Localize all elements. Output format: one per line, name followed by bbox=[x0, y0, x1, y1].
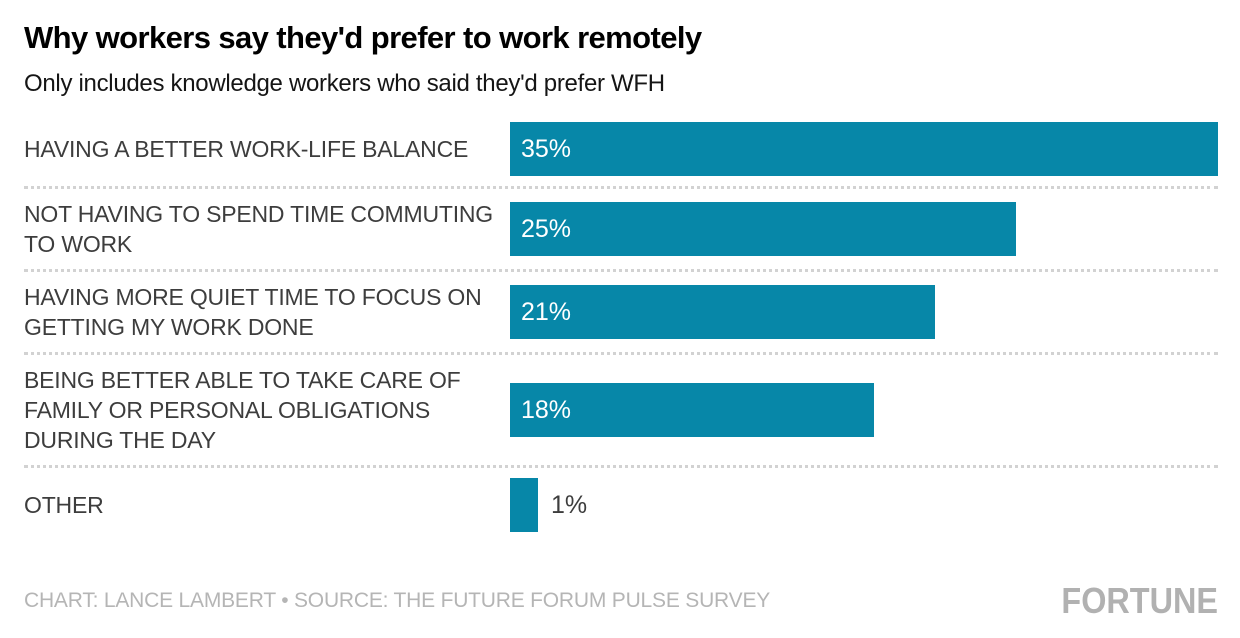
chart-row: NOT HAVING TO SPEND TIME COMMUTING TO WO… bbox=[24, 189, 1218, 273]
chart-row: OTHER 1% bbox=[24, 468, 1218, 542]
bar-track: 25% bbox=[510, 202, 1218, 257]
bar-track: 18% bbox=[510, 383, 1218, 438]
chart-row: HAVING MORE QUIET TIME TO FOCUS ON GETTI… bbox=[24, 272, 1218, 356]
value-label: 21% bbox=[521, 297, 572, 326]
chart-row: BEING BETTER ABLE TO TAKE CARE OF FAMILY… bbox=[24, 355, 1218, 469]
category-label: NOT HAVING TO SPEND TIME COMMUTING TO WO… bbox=[24, 201, 494, 258]
value-label: 1% bbox=[551, 490, 588, 519]
chart-subtitle: Only includes knowledge workers who said… bbox=[24, 69, 665, 97]
chart-footer: CHART: LANCE LAMBERT • SOURCE: THE FUTUR… bbox=[24, 580, 1218, 622]
fortune-logo: FORTUNE bbox=[1061, 580, 1218, 621]
bar: 18% bbox=[510, 383, 875, 438]
value-label: 35% bbox=[521, 134, 572, 163]
bar-track: 35% bbox=[510, 122, 1218, 177]
bar: 35% bbox=[510, 122, 1218, 177]
category-label: OTHER bbox=[24, 492, 104, 519]
bar bbox=[510, 478, 538, 533]
bar-track: 1% bbox=[510, 478, 1218, 533]
credit-line: CHART: LANCE LAMBERT • SOURCE: THE FUTUR… bbox=[24, 589, 771, 612]
bar-chart: HAVING A BETTER WORK-LIFE BALANCE 35% NO… bbox=[24, 112, 1218, 542]
category-label: HAVING A BETTER WORK-LIFE BALANCE bbox=[24, 136, 469, 163]
chart-title: Why workers say they'd prefer to work re… bbox=[24, 20, 702, 55]
bar: 25% bbox=[510, 202, 1016, 257]
category-label: BEING BETTER ABLE TO TAKE CARE OF FAMILY… bbox=[24, 367, 461, 454]
chart-row: HAVING A BETTER WORK-LIFE BALANCE 35% bbox=[24, 112, 1218, 190]
bar: 21% bbox=[510, 285, 935, 340]
bar-track: 21% bbox=[510, 285, 1218, 340]
value-label: 25% bbox=[521, 214, 572, 243]
value-label: 18% bbox=[521, 395, 572, 424]
category-label: HAVING MORE QUIET TIME TO FOCUS ON GETTI… bbox=[24, 284, 482, 341]
